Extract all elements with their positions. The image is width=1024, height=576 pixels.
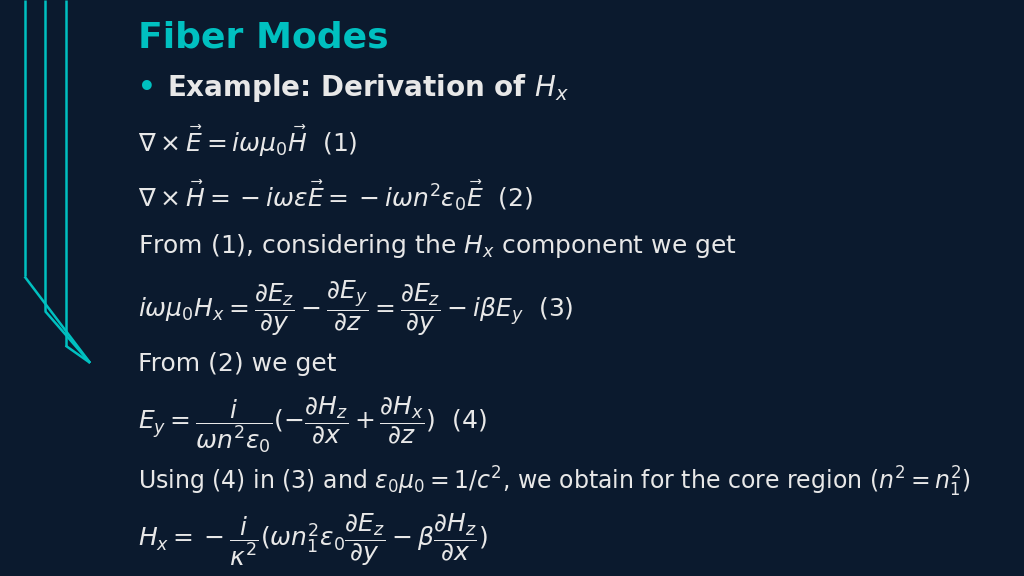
Text: $E_y = \dfrac{i}{\omega n^2 \epsilon_0}(-\dfrac{\partial H_z}{\partial x} + \dfr: $E_y = \dfrac{i}{\omega n^2 \epsilon_0}(…	[138, 395, 487, 456]
Text: Using (4) in (3) and $\epsilon_0\mu_0 = 1/c^2$, we obtain for the core region ($: Using (4) in (3) and $\epsilon_0\mu_0 = …	[138, 465, 972, 499]
Text: •: •	[138, 74, 156, 101]
Text: $i\omega\mu_0 H_x = \dfrac{\partial E_z}{\partial y} - \dfrac{\partial E_y}{\par: $i\omega\mu_0 H_x = \dfrac{\partial E_z}…	[138, 278, 573, 338]
Text: $H_x = -\dfrac{i}{\kappa^2}(\omega n_1^2\epsilon_0\dfrac{\partial E_z}{\partial : $H_x = -\dfrac{i}{\kappa^2}(\omega n_1^2…	[138, 511, 487, 568]
Text: From (2) we get: From (2) we get	[138, 352, 337, 376]
Text: From (1), considering the $H_x$ component we get: From (1), considering the $H_x$ componen…	[138, 232, 737, 260]
Text: $\nabla \times \vec{E} = i\omega\mu_0\vec{H}$  (1): $\nabla \times \vec{E} = i\omega\mu_0\ve…	[138, 124, 357, 158]
Text: Example: Derivation of $H_x$: Example: Derivation of $H_x$	[167, 71, 569, 104]
Text: $\nabla \times \vec{H} = -i\omega\epsilon\vec{E} = -i\omega n^2\epsilon_0\vec{E}: $\nabla \times \vec{H} = -i\omega\epsilo…	[138, 179, 534, 213]
Text: Fiber Modes: Fiber Modes	[138, 20, 389, 55]
